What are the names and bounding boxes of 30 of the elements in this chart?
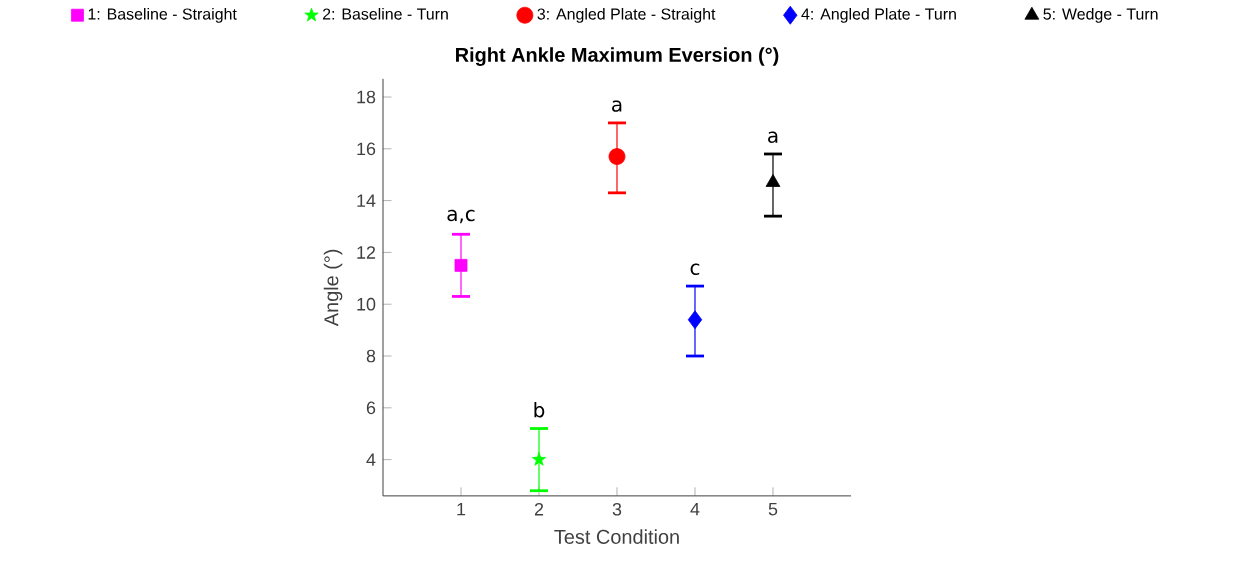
x-tick-label: 2 bbox=[534, 502, 544, 516]
legend-label: 1: Baseline - Straight bbox=[88, 8, 237, 23]
x-tick-label: 4 bbox=[690, 502, 700, 516]
chart-title: Right Ankle Maximum Eversion (°) bbox=[456, 47, 779, 66]
legend-label: 2: Baseline - Turn bbox=[322, 8, 448, 20]
annotation: b bbox=[534, 402, 545, 418]
x-tick-label: 1 bbox=[457, 502, 466, 516]
annotation: a bbox=[612, 100, 622, 112]
y-tick-label: 16 bbox=[357, 142, 376, 156]
y-tick-label: 10 bbox=[357, 297, 376, 311]
x-tick-label: 5 bbox=[768, 502, 778, 516]
y-tick-label: 6 bbox=[366, 401, 376, 415]
legend-label: 3: Angled Plate - Straight bbox=[537, 8, 716, 23]
x-tick-label: 3 bbox=[612, 502, 622, 516]
point bbox=[454, 259, 468, 272]
y-tick-label: 14 bbox=[357, 194, 376, 207]
point bbox=[531, 452, 547, 466]
legend-label: 4: Angled Plate - Turn bbox=[801, 8, 956, 23]
point bbox=[687, 310, 703, 330]
y-tick-label: 4 bbox=[366, 453, 376, 466]
y-tick-label: 8 bbox=[366, 349, 376, 363]
annotation: a,c bbox=[447, 209, 475, 224]
legend-label: 5: Wedge - Turn bbox=[1043, 8, 1158, 23]
point bbox=[608, 148, 626, 166]
annotation: a bbox=[768, 131, 778, 144]
annotation: c bbox=[690, 263, 700, 276]
y-tick-label: 18 bbox=[357, 90, 376, 104]
y-axis-title: Angle (°) bbox=[323, 249, 343, 327]
y-tick-label: 12 bbox=[357, 246, 376, 259]
x-axis-title: Test Condition bbox=[554, 529, 679, 544]
